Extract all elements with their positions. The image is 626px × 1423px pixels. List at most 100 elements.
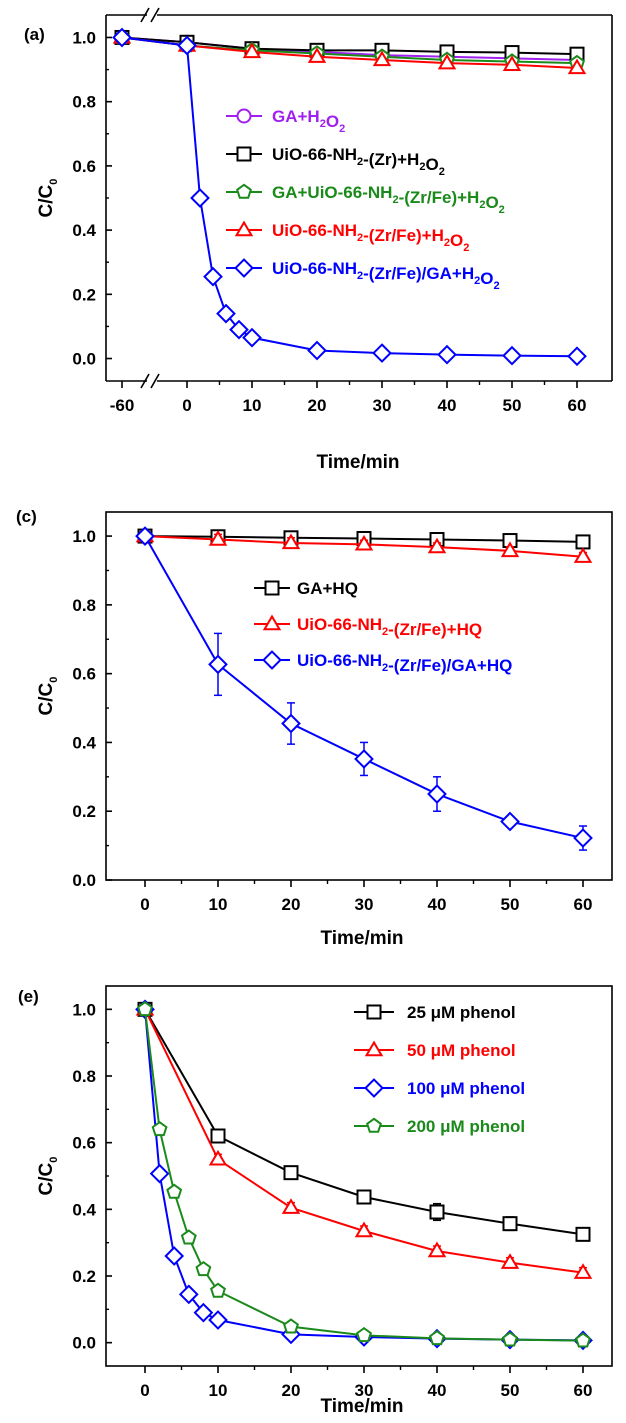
data-point xyxy=(193,1302,214,1323)
x-tick-label: 0 xyxy=(140,895,149,914)
legend-label: UiO-66-NH2-(Zr)+H2O2 xyxy=(272,145,445,178)
data-point xyxy=(354,534,374,551)
data-point xyxy=(427,784,447,804)
axis-break-mark xyxy=(140,373,150,389)
legend-label: UiO-66-NH2-(Zr/Fe)/GA+H2O2 xyxy=(272,259,500,292)
series-line xyxy=(121,36,578,56)
data-point xyxy=(427,1241,447,1258)
data-point xyxy=(283,1165,299,1181)
x-tick-label: 0 xyxy=(140,1381,149,1400)
data-point xyxy=(427,537,447,554)
x-tick-label: 40 xyxy=(428,1381,447,1400)
data-point xyxy=(210,1282,226,1298)
legend-marker xyxy=(262,650,282,670)
data-point xyxy=(573,547,593,563)
data-point xyxy=(281,713,301,734)
panel-a: 0.0 0.2 0.4 0.6 0.8 1.0 -60 0 10 20 30 40 50 60 Time/m… xyxy=(24,7,613,473)
y-tick-label: 0.4 xyxy=(72,733,96,752)
y-tick-label: 1.0 xyxy=(72,527,96,546)
series-diamond xyxy=(135,526,593,851)
data-point xyxy=(135,526,155,546)
legend-label: 50 μM phenol xyxy=(407,1041,516,1060)
data-point xyxy=(208,530,228,546)
data-point xyxy=(149,1163,170,1184)
legend-label: GA+H2O2 xyxy=(272,107,345,135)
data-point xyxy=(203,266,223,287)
data-point xyxy=(242,327,262,348)
y-tick-label: 0.6 xyxy=(72,1134,96,1153)
series-diamond xyxy=(135,999,593,1351)
plot-frame xyxy=(105,511,613,881)
data-point xyxy=(216,303,236,324)
panel-label: (c) xyxy=(16,507,37,526)
x-tick-label: 20 xyxy=(308,396,327,415)
x-tick-label: 60 xyxy=(574,895,593,914)
data-point xyxy=(281,1198,301,1214)
data-point xyxy=(372,50,392,67)
data-point xyxy=(567,346,587,367)
data-point xyxy=(500,1253,520,1269)
y-axis-title: C/C0 xyxy=(36,677,60,716)
series-square xyxy=(137,1001,591,1242)
y-axis-title: C/C0 xyxy=(36,1157,60,1196)
data-point xyxy=(283,1318,299,1334)
x-tick-label: 30 xyxy=(355,1381,374,1400)
data-point xyxy=(208,654,228,675)
data-point xyxy=(502,55,522,71)
data-point xyxy=(166,1183,183,1199)
data-point xyxy=(372,343,392,363)
y-tick-label: 0.0 xyxy=(72,350,96,369)
x-tick-label: 10 xyxy=(209,1381,228,1400)
data-point xyxy=(242,42,262,59)
data-point xyxy=(575,1226,591,1242)
data-point xyxy=(429,1204,445,1220)
x-tick-label: 10 xyxy=(243,396,262,415)
y-tick-label: 0.0 xyxy=(72,1334,96,1353)
x-tick-label: 20 xyxy=(282,895,301,914)
legend-label: 200 μM phenol xyxy=(407,1117,525,1136)
x-tick-label: 50 xyxy=(501,895,520,914)
data-point xyxy=(281,1324,301,1345)
data-point xyxy=(354,1221,374,1238)
series-line xyxy=(144,1009,584,1342)
panel-c: 0.0 0.2 0.4 0.6 0.8 1.0 0 10 20 30 40 50 60 Time/min C… xyxy=(16,507,613,949)
data-point xyxy=(500,541,520,558)
data-point xyxy=(208,1149,228,1166)
data-point xyxy=(151,1120,168,1137)
x-tick-label: 60 xyxy=(568,396,587,415)
legend-label: UiO-66-NH2-(Zr/Fe)+H2O2 xyxy=(272,221,469,254)
legend-label: UiO-66-NH2-(Zr/Fe)/GA+HQ xyxy=(297,651,512,675)
data-point xyxy=(178,1284,199,1305)
data-point xyxy=(567,58,587,75)
y-tick-label: 0.6 xyxy=(72,157,96,176)
plot-frame xyxy=(105,985,613,1367)
x-axis-title: Time/min xyxy=(320,1396,403,1417)
series-diamond xyxy=(112,27,587,367)
series-triangle xyxy=(135,526,593,563)
legend-label: 100 μM phenol xyxy=(407,1079,525,1098)
x-tick-label: 30 xyxy=(355,895,374,914)
data-point xyxy=(281,533,301,550)
data-point xyxy=(575,1332,591,1348)
data-point xyxy=(307,340,327,361)
data-point xyxy=(164,1246,185,1266)
legend: GA+HQ UiO-66-NH2-(Zr/Fe)+HQ UiO-66-NH2-(Zr… xyxy=(254,579,512,675)
legend-marker xyxy=(264,580,280,596)
legend-label: GA+UiO-66-NH2-(Zr/Fe)+H2O2 xyxy=(272,183,505,216)
data-point xyxy=(502,345,522,366)
data-point xyxy=(429,1329,445,1346)
data-point xyxy=(208,1310,228,1330)
x-tick-label: -60 xyxy=(110,396,135,415)
axis-break-mark xyxy=(150,373,160,389)
series-line xyxy=(144,535,584,840)
data-point xyxy=(190,188,210,208)
y-tick-label: 0.2 xyxy=(72,802,96,821)
x-tick-label: 50 xyxy=(503,396,522,415)
legend-marker xyxy=(234,258,254,278)
axis-break-mark xyxy=(140,7,150,23)
y-tick-label: 0.4 xyxy=(72,1200,96,1219)
y-tick-label: 0.2 xyxy=(72,1267,96,1286)
data-point xyxy=(437,344,457,365)
data-point xyxy=(229,319,249,340)
